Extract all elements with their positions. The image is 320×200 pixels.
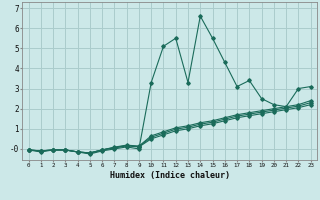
X-axis label: Humidex (Indice chaleur): Humidex (Indice chaleur)	[110, 171, 230, 180]
